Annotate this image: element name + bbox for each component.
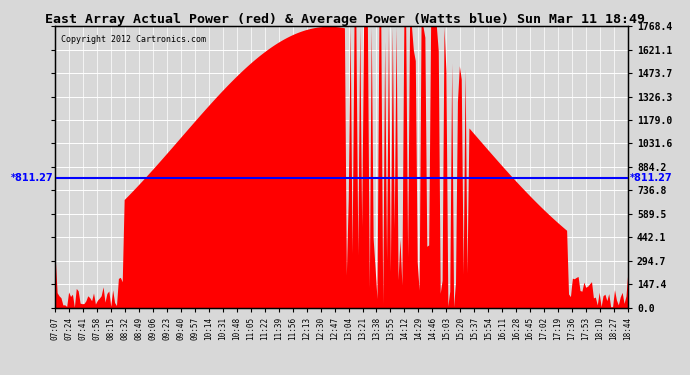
Text: *811.27: *811.27 xyxy=(11,174,54,183)
Text: *811.27: *811.27 xyxy=(629,174,672,183)
Text: Copyright 2012 Cartronics.com: Copyright 2012 Cartronics.com xyxy=(61,35,206,44)
Text: East Array Actual Power (red) & Average Power (Watts blue) Sun Mar 11 18:49: East Array Actual Power (red) & Average … xyxy=(45,13,645,26)
